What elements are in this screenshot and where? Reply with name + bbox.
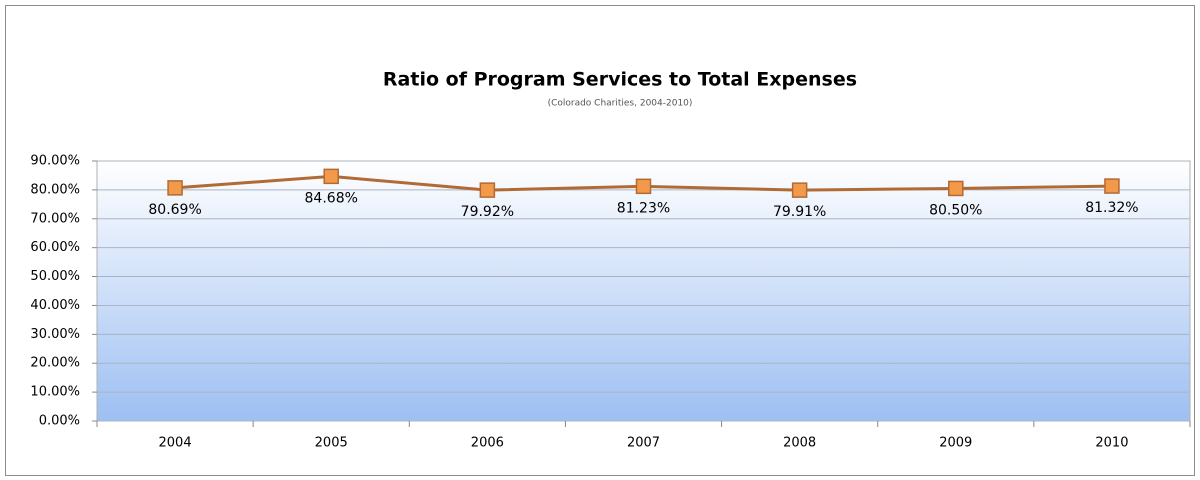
y-tick-label: 20.00% <box>30 356 80 371</box>
y-tick-label: 80.00% <box>30 182 80 197</box>
data-label: 81.23% <box>617 200 670 216</box>
y-tick-label: 0.00% <box>39 414 80 429</box>
marker <box>1104 178 1120 194</box>
y-tick-label: 70.00% <box>30 211 80 226</box>
x-tick-label: 2007 <box>627 436 660 451</box>
data-label: 81.32% <box>1085 200 1138 216</box>
marker <box>323 168 339 185</box>
y-tick-label: 10.00% <box>30 385 80 400</box>
marker <box>791 182 808 198</box>
x-tick-label: 2006 <box>471 436 504 451</box>
x-tick-label: 2008 <box>783 436 816 451</box>
chart-title: Ratio of Program Services to Total Expen… <box>383 69 857 91</box>
chart-subtitle: (Colorado Charities, 2004-2010) <box>548 99 693 109</box>
y-tick-label: 90.00% <box>30 154 80 169</box>
y-tick-label: 30.00% <box>30 327 80 342</box>
marker <box>948 180 964 197</box>
y-tick-label: 50.00% <box>30 269 80 284</box>
data-label: 80.69% <box>148 202 201 218</box>
x-tick-label: 2009 <box>939 436 972 451</box>
data-label: 80.50% <box>929 202 982 218</box>
marker <box>635 178 652 195</box>
marker <box>479 182 496 198</box>
x-tick-label: 2010 <box>1095 436 1128 451</box>
y-tick-label: 60.00% <box>30 240 80 255</box>
data-label: 84.68% <box>305 190 358 206</box>
marker <box>167 180 183 196</box>
x-tick-label: 2004 <box>159 436 192 451</box>
x-tick-label: 2005 <box>315 436 348 451</box>
data-label: 79.92% <box>461 204 514 220</box>
y-tick-label: 40.00% <box>30 298 80 313</box>
data-label: 79.91% <box>773 204 826 220</box>
